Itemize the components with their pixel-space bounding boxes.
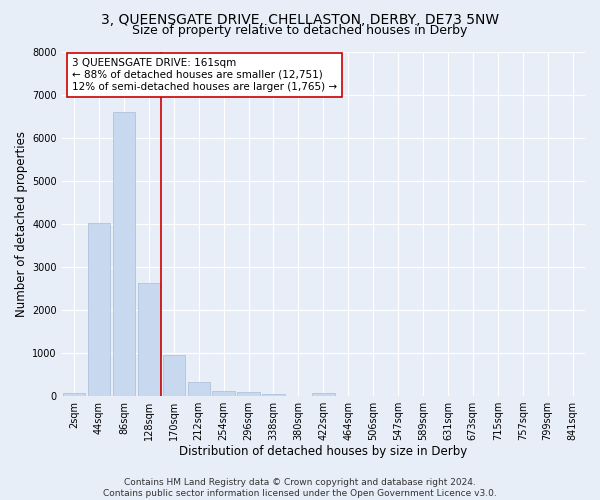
Bar	[238, 392, 260, 396]
Bar	[312, 394, 335, 396]
Bar	[88, 223, 110, 396]
Text: 3 QUEENSGATE DRIVE: 161sqm
← 88% of detached houses are smaller (12,751)
12% of : 3 QUEENSGATE DRIVE: 161sqm ← 88% of deta…	[72, 58, 337, 92]
Y-axis label: Number of detached properties: Number of detached properties	[15, 130, 28, 316]
Bar	[188, 382, 210, 396]
Bar	[163, 354, 185, 396]
Bar	[113, 112, 135, 396]
Text: 3, QUEENSGATE DRIVE, CHELLASTON, DERBY, DE73 5NW: 3, QUEENSGATE DRIVE, CHELLASTON, DERBY, …	[101, 12, 499, 26]
Bar	[63, 393, 85, 396]
Bar	[137, 283, 160, 396]
Bar	[212, 391, 235, 396]
Text: Size of property relative to detached houses in Derby: Size of property relative to detached ho…	[133, 24, 467, 37]
Bar	[262, 394, 284, 396]
Text: Contains HM Land Registry data © Crown copyright and database right 2024.
Contai: Contains HM Land Registry data © Crown c…	[103, 478, 497, 498]
X-axis label: Distribution of detached houses by size in Derby: Distribution of detached houses by size …	[179, 444, 467, 458]
